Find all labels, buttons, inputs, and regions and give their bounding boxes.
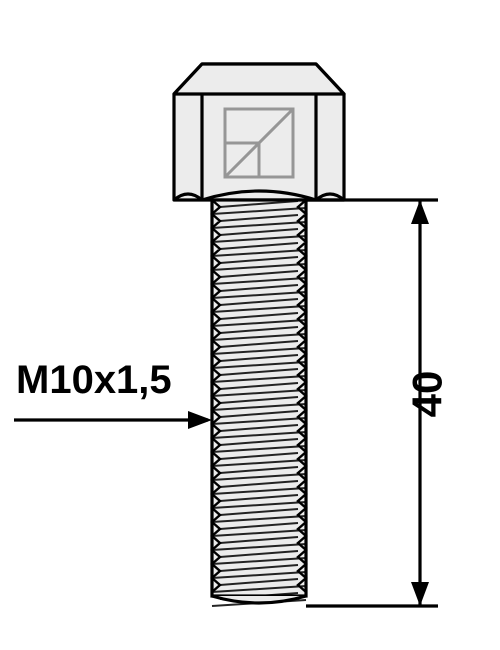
length-dimension-label: 40 bbox=[403, 371, 451, 418]
thread-spec-label: M10x1,5 bbox=[16, 358, 172, 403]
bolt-diagram: M10x1,5 40 bbox=[0, 0, 500, 650]
